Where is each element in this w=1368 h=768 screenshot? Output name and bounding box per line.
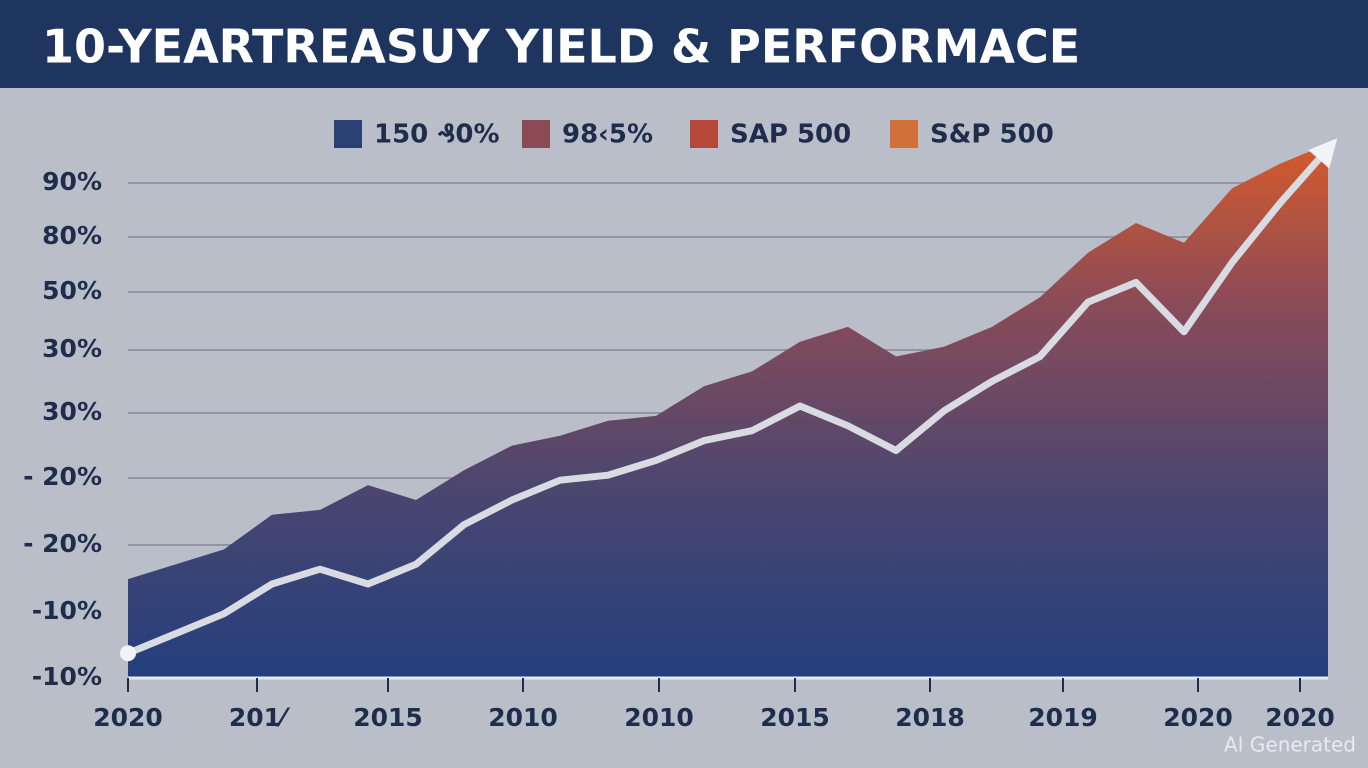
x-tick-label: 2020: [93, 703, 163, 732]
x-tick-label: 2018: [895, 703, 965, 732]
x-tick-label: 2020: [1163, 703, 1233, 732]
legend-label: SAP 500: [730, 120, 851, 150]
x-tick-label: 2015: [760, 703, 830, 732]
x-tick-label: 2010: [488, 703, 558, 732]
legend-swatch: [522, 120, 550, 148]
x-tick-label: 2019: [1028, 703, 1098, 732]
line: [124, 138, 1338, 657]
y-tick-label: -10%: [32, 662, 102, 691]
y-tick-label: - 20%: [23, 462, 102, 491]
legend-swatch: [690, 120, 718, 148]
area: [128, 143, 1328, 678]
y-tick-label: 50%: [42, 276, 102, 305]
line-start-dot: [120, 645, 136, 662]
x-tick-label: 201⁄: [229, 703, 291, 732]
legend-label: S&P 500: [930, 120, 1054, 150]
y-tick-label: 30%: [42, 397, 102, 426]
x-tick-label: 2015: [353, 703, 423, 732]
y-tick-label: 90%: [42, 167, 102, 196]
y-tick-label: -10%: [32, 596, 102, 625]
x-tick-label: 2020: [1265, 703, 1335, 732]
y-tick-label: 80%: [42, 221, 102, 250]
legend-label: 98‹5%: [562, 120, 653, 150]
watermark: AI Generated: [1224, 733, 1356, 757]
header-band: [0, 0, 1368, 88]
y-tick-label: - 20%: [23, 529, 102, 558]
legend-swatch: [890, 120, 918, 148]
chart-title: 10-YEARTREASUY YIELD & PERFORMACE: [42, 20, 1080, 74]
legend-label: 150 ₰0%: [374, 120, 500, 150]
legend-swatch: [334, 120, 362, 148]
y-tick-label: 30%: [42, 334, 102, 363]
x-tick-label: 2010: [624, 703, 694, 732]
